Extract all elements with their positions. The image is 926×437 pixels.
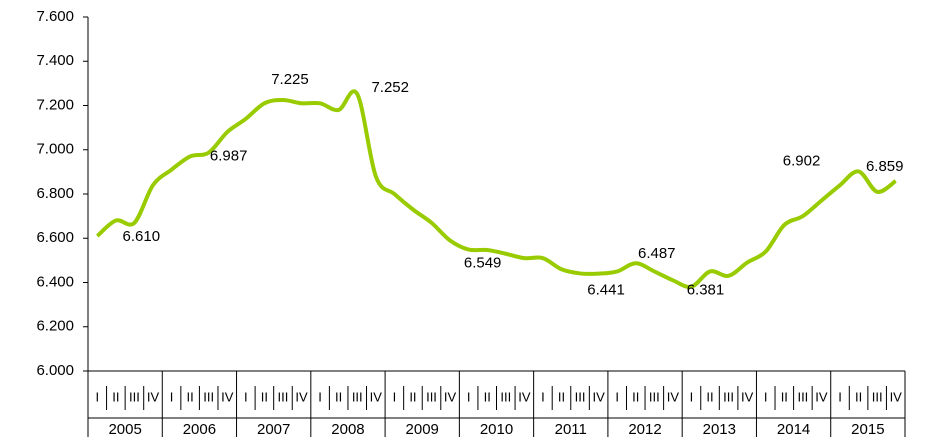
quarter-label: II [632,389,639,404]
quarter-label: I [467,389,471,404]
data-label: 7.225 [271,71,309,88]
year-label: 2008 [331,421,364,437]
data-label: 6.902 [783,152,821,169]
y-tick-label: 7.200 [36,96,74,113]
quarter-label: II [261,389,268,404]
y-tick-label: 6.200 [36,318,74,335]
data-label: 6.859 [866,158,904,175]
quarter-label: III [575,389,586,404]
data-label: 6.441 [587,281,625,298]
quarter-label: III [129,389,140,404]
year-label: 2007 [257,421,290,437]
quarter-label: IV [147,389,160,404]
quarter-label: IV [370,389,383,404]
quarter-label: II [409,389,416,404]
quarter-label: I [393,389,397,404]
data-label: 6.610 [123,228,161,245]
quarter-label: IV [815,389,828,404]
year-label: 2015 [851,421,884,437]
quarter-label: I [170,389,174,404]
quarter-label: I [615,389,619,404]
quarter-label: III [203,389,214,404]
data-label: 6.549 [464,255,502,272]
quarter-label: IV [295,389,308,404]
quarter-label: I [764,389,768,404]
data-label: 6.381 [687,282,725,299]
data-label: 6.487 [638,245,676,262]
quarter-label: III [872,389,883,404]
y-tick-label: 6.800 [36,185,74,202]
quarter-label: III [797,389,808,404]
y-tick-label: 6.600 [36,229,74,246]
year-label: 2014 [777,421,810,437]
quarter-label: III [426,389,437,404]
quarter-label: I [244,389,248,404]
y-tick-label: 6.000 [36,362,74,379]
quarter-label: III [500,389,511,404]
quarter-label: III [649,389,660,404]
quarter-label: I [318,389,322,404]
year-label: 2009 [406,421,439,437]
quarter-label: I [838,389,842,404]
quarter-label: I [690,389,694,404]
quarter-label: III [278,389,289,404]
y-tick-label: 7.400 [36,52,74,69]
quarter-label: II [484,389,491,404]
year-label: 2012 [628,421,661,437]
quarter-label: IV [444,389,457,404]
quarter-label: II [855,389,862,404]
y-tick-label: 7.000 [36,141,74,158]
quarter-label: III [723,389,734,404]
y-tick-label: 6.400 [36,273,74,290]
year-label: 2005 [108,421,141,437]
quarter-label: IV [518,389,531,404]
quarter-label: IV [667,389,680,404]
quarter-label: II [335,389,342,404]
quarter-label: II [112,389,119,404]
quarter-label: IV [741,389,754,404]
quarter-label: II [781,389,788,404]
year-label: 2013 [703,421,736,437]
quarter-label: I [541,389,545,404]
quarter-label: II [187,389,194,404]
quarter-label: IV [890,389,903,404]
quarter-label: II [706,389,713,404]
quarter-label: IV [592,389,605,404]
data-line [95,89,897,289]
quarter-label: IV [221,389,234,404]
year-label: 2006 [183,421,216,437]
quarter-label: I [95,389,99,404]
data-label: 6.987 [210,148,248,165]
year-label: 2010 [480,421,513,437]
data-label: 7.252 [371,79,409,96]
quarter-label: II [558,389,565,404]
y-tick-label: 7.600 [36,8,74,25]
quarter-label: III [352,389,363,404]
year-label: 2011 [555,421,587,437]
